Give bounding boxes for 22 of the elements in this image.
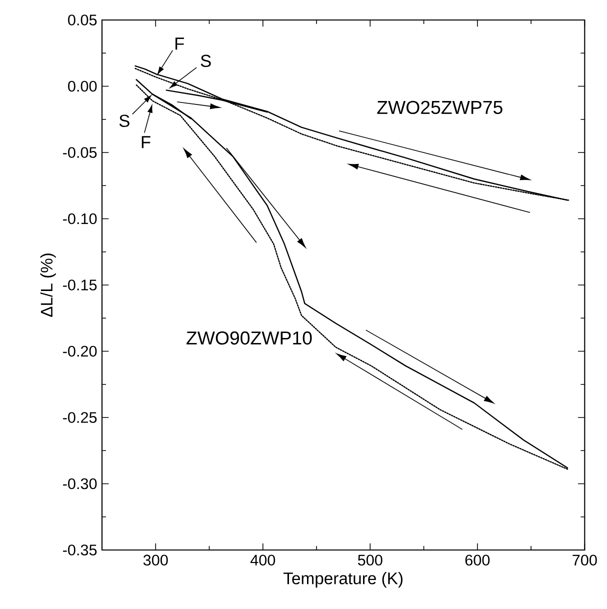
- x-axis-title: Temperature (K): [284, 572, 402, 588]
- y-tick-label: -0.30: [63, 478, 97, 490]
- y-tick-label: -0.20: [63, 346, 97, 357]
- y-tick-label: -0.05: [63, 147, 97, 158]
- y-axis-title: ΔL/L (%): [40, 254, 56, 317]
- x-tick-label: 700: [572, 554, 597, 566]
- x-tick-label: 400: [250, 554, 276, 566]
- annotation: F: [176, 38, 184, 50]
- y-tick-label: 0.00: [68, 80, 97, 92]
- y-tick-label: 0.05: [68, 14, 97, 26]
- annotation: S: [119, 114, 130, 127]
- x-tick-label: 300: [143, 554, 168, 566]
- annotation: ZWO25ZWP75: [377, 100, 502, 114]
- y-tick-label: -0.10: [63, 213, 97, 224]
- annotation: F: [142, 136, 150, 148]
- annotation: S: [200, 54, 211, 68]
- y-tick-label: -0.35: [63, 544, 97, 556]
- x-tick-label: 500: [358, 554, 382, 566]
- y-tick-label: -0.25: [63, 412, 97, 423]
- x-tick-label: 600: [465, 554, 490, 566]
- annotation: ZWO90ZWP10: [186, 331, 312, 345]
- y-tick-label: -0.15: [63, 280, 97, 290]
